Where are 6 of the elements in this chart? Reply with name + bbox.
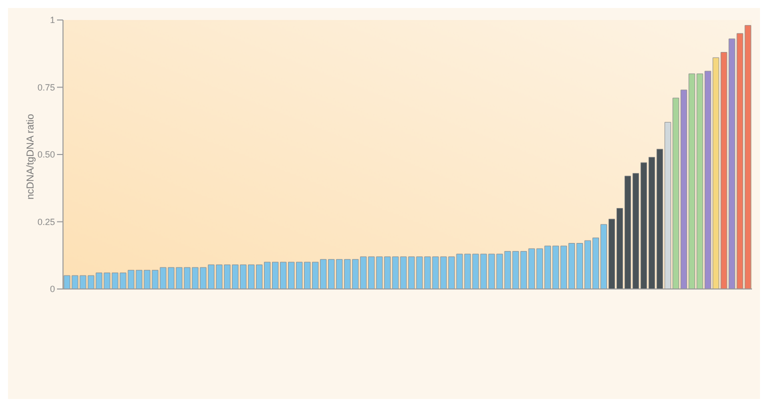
y-tick-label: 0.50 bbox=[37, 150, 55, 160]
y-tick-label: 0 bbox=[50, 284, 55, 294]
y-tick-label: 0.25 bbox=[37, 216, 55, 227]
y-tick-label: 0.75 bbox=[37, 82, 55, 92]
y-tick-label: 1 bbox=[50, 15, 55, 26]
y-axis-title: ncDNA/tgDNA ratio bbox=[26, 113, 37, 200]
